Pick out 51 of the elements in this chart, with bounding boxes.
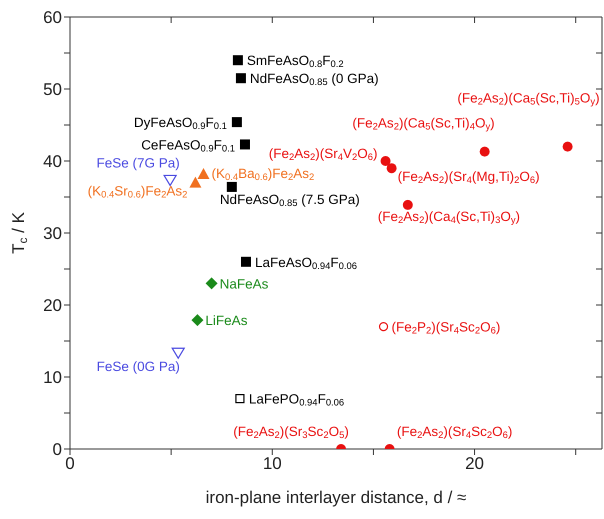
series-label: (K$_{0.4}$Ba$_{0.6}$)Fe$_{2}$As$_{2}$ <box>212 166 314 184</box>
point <box>240 139 250 150</box>
x-tick-label: 10 <box>262 454 282 474</box>
point <box>235 394 245 404</box>
point <box>198 168 210 179</box>
series-label: DyFeAsO$_{0.9}$F$_{0.1}$ <box>134 115 227 132</box>
series-label: NaFeAs <box>220 276 269 292</box>
y-tick-label: 40 <box>43 152 62 172</box>
series-label: CeFeAsO$_{0.9}$F$_{0.1}$ <box>141 137 235 155</box>
x-axis-title: iron-plane interlayer distance, d / ≈ <box>206 488 466 507</box>
text: (Fe$_{2}$As$_{2}$)(Ca$_{5}$(Sc,Ti)$_{5}$O$_{y}$) <box>457 90 600 108</box>
series-label: (K$_{0.4}$Sr$_{0.6}$)Fe$_{2}$As$_{2}$ <box>88 184 188 201</box>
series-label: LaFeAsO$_{0.94}$F$_{0.06}$ <box>254 254 358 272</box>
text: (Fe$_{2}$As$_{2}$)(Sr$_{3}$Sc$_{2}$O$_{5}$) <box>233 424 349 442</box>
point <box>236 73 246 84</box>
series-label: FeSe (7G Pa) <box>96 155 180 170</box>
text: (Fe$_{2}$As$_{2}$)(Sr$_{4}$(Mg,Ti)$_{2}$O$_{6}$) <box>398 169 540 186</box>
point <box>240 256 251 267</box>
point <box>172 348 185 359</box>
point <box>226 182 237 192</box>
text: (Fe$_{2}$As$_{2}$)(Ca$_{4}$(Sc,Ti)$_{3}$O$_{y}$) <box>378 208 520 226</box>
y-tick-label: 0 <box>52 440 62 460</box>
text: (Fe$_{2}$As$_{2}$)(Sr$_{4}$Sc$_{2}$O$_{6}$) <box>396 424 512 442</box>
point <box>562 142 573 152</box>
y-tick-label: 30 <box>43 224 62 244</box>
point <box>402 200 413 210</box>
point <box>378 322 388 332</box>
point <box>191 314 204 326</box>
y-tick-label: 20 <box>43 296 62 316</box>
series-label: NdFeAsO$_{0.85}$ (7.5 GPa) <box>220 192 360 210</box>
series-label: LaFePO$_{0.94}$F$_{0.06}$ <box>248 392 344 409</box>
y-tick-label: 50 <box>43 80 62 100</box>
point <box>380 156 391 166</box>
text: (Fe$_{2}$P$_{2}$)(Sr$_{4}$Sc$_{2}$O$_{6}$) <box>392 320 500 337</box>
series-label: FeSe (0G Pa) <box>96 359 180 374</box>
text: (Fe$_{2}$As$_{2}$)(Ca$_{5}$(Sc,Ti)$_{4}$O$_{y}$) <box>352 116 495 133</box>
point <box>480 146 490 157</box>
point <box>206 277 218 290</box>
series-label: NdFeAsO$_{0.85}$ (0 GPa) <box>250 71 379 88</box>
point <box>232 117 242 128</box>
point <box>232 55 243 66</box>
x-tick-label: 20 <box>465 454 484 474</box>
point <box>189 176 202 188</box>
y-tick-label: 10 <box>43 368 62 388</box>
point <box>164 174 177 186</box>
series-label: LiFeAs <box>205 313 248 328</box>
point <box>386 163 397 174</box>
series-label: SmFeAsO$_{0.8}$F$_{0.2}$ <box>246 53 344 70</box>
y-tick-label: 60 <box>43 8 62 28</box>
text: (Fe$_{2}$As$_{2}$)(Sr$_{4}$V$_{2}$O$_{6}$) <box>268 146 378 164</box>
x-tick-label: 0 <box>65 454 75 474</box>
